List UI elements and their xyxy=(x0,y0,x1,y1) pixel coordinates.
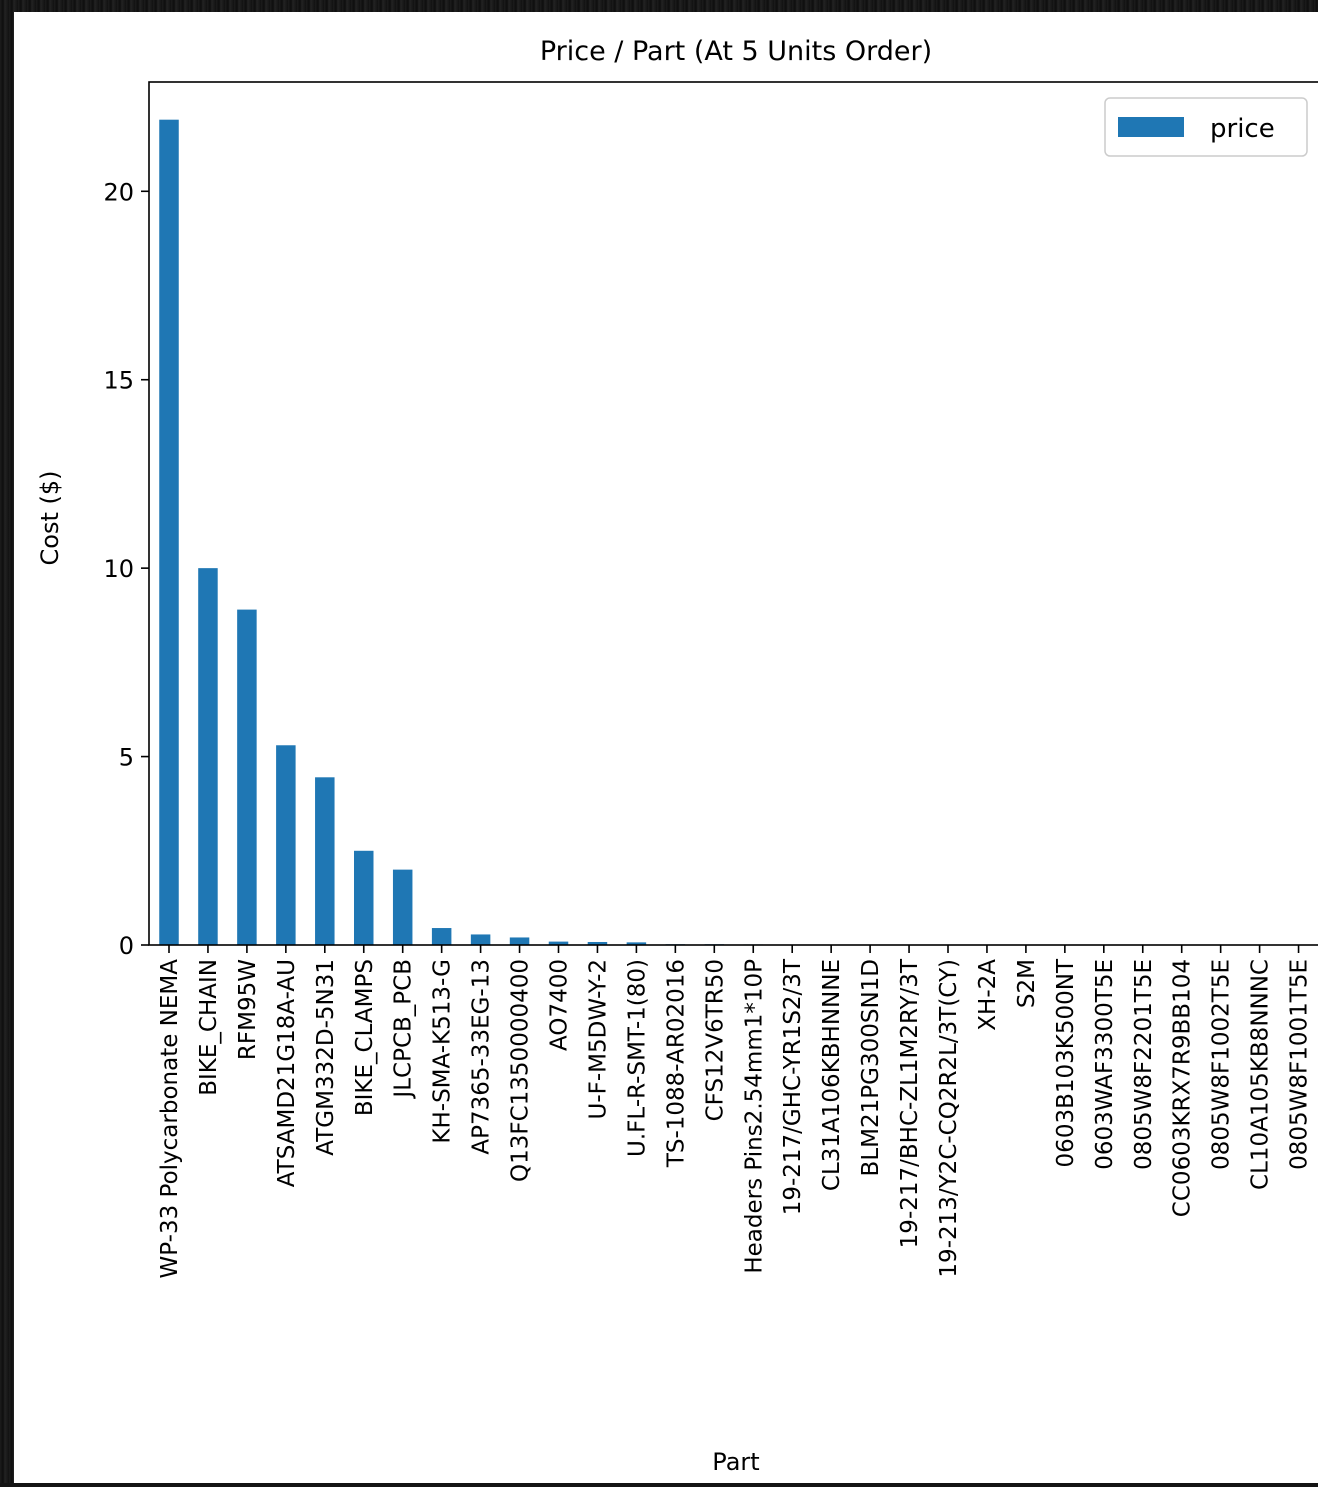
x-tick-label: 0603WAF3300T5E xyxy=(1092,959,1118,1170)
legend-swatch xyxy=(1118,117,1184,137)
bars-layer xyxy=(159,120,1308,945)
x-tick-label: JLCPCB_PCB xyxy=(391,959,417,1100)
x-tick-label: ATSAMD21G18A-AU xyxy=(274,959,300,1187)
bar-9 xyxy=(510,937,530,945)
chart-title: Price / Part (At 5 Units Order) xyxy=(540,36,932,67)
x-tick-label: BIKE_CHAIN xyxy=(196,959,222,1096)
y-tick-label: 15 xyxy=(103,367,134,395)
x-tick-label: 19-217/GHC-YR1S2/3T xyxy=(780,958,806,1215)
y-tick-label: 5 xyxy=(119,744,134,772)
x-tick-label: XH-2A xyxy=(975,959,1001,1031)
x-tick-label: Headers Pins2.54mm1*10P xyxy=(741,959,767,1274)
y-tick-label: 20 xyxy=(103,178,134,206)
bar-7 xyxy=(432,928,452,945)
legend: price xyxy=(1105,98,1307,156)
x-tick-label: BLM21PG300SN1D xyxy=(858,959,884,1176)
chart-figure: Price / Part (At 5 Units Order) Cost ($)… xyxy=(14,12,1318,1483)
y-tick-label: 0 xyxy=(119,932,134,960)
bar-chart: Price / Part (At 5 Units Order) Cost ($)… xyxy=(14,12,1318,1483)
x-tick-label: 0805W8F1001T5E xyxy=(1287,959,1313,1170)
x-tick-label: CL31A106KBHNNNE xyxy=(819,959,845,1191)
x-tick-label: S2M xyxy=(1014,959,1040,1008)
bar-5 xyxy=(354,851,374,945)
x-tick-label: 0805W8F2201T5E xyxy=(1131,959,1157,1170)
x-ticks-layer: WP-33 Polycarbonate NEMA BIKE_CHAIN RFM95W… xyxy=(157,945,1313,1278)
bar-0 xyxy=(159,120,179,945)
x-tick-label: CFS12V6TR50 xyxy=(702,959,728,1121)
x-tick-label: TS-1088-AR02016 xyxy=(663,959,689,1168)
bar-3 xyxy=(276,745,296,945)
x-tick-label: CL10A105KB8NNNC xyxy=(1248,959,1274,1190)
x-tick-label: Q13FC1350000400 xyxy=(508,959,534,1182)
x-tick-label: ATGM332D-5N31 xyxy=(313,959,339,1156)
x-tick-label: 19-217/BHC-ZL1M2RY/3T xyxy=(897,958,923,1248)
bar-2 xyxy=(237,610,257,945)
bar-1 xyxy=(198,568,218,945)
x-tick-label: AO7400 xyxy=(547,959,573,1051)
y-tick-label: 10 xyxy=(103,555,134,583)
x-tick-label: CC0603KRX7R9BB104 xyxy=(1170,959,1196,1217)
bar-8 xyxy=(471,934,491,945)
y-ticks-layer: 0 5 10 15 20 xyxy=(103,178,149,960)
x-tick-label: U.FL-R-SMT-1(80) xyxy=(624,959,650,1157)
x-tick-label: BIKE_CLAMPS xyxy=(352,959,378,1116)
x-tick-label: KH-SMA-K513-G xyxy=(430,959,456,1144)
bar-4 xyxy=(315,777,335,945)
x-tick-label: WP-33 Polycarbonate NEMA xyxy=(157,959,183,1279)
y-axis-label: Cost ($) xyxy=(36,471,64,566)
x-tick-label: 0603B103K500NT xyxy=(1053,958,1079,1167)
x-axis-label: Part xyxy=(712,1448,759,1476)
x-tick-label: 19-213/Y2C-CQ2R2L/3T(CY) xyxy=(936,959,962,1278)
x-tick-label: 0805W8F1002T5E xyxy=(1209,959,1235,1170)
x-tick-label: U-F-M5DW-Y-2 xyxy=(585,959,611,1119)
bar-6 xyxy=(393,870,413,945)
x-tick-label: RFM95W xyxy=(235,959,261,1060)
legend-label: price xyxy=(1210,114,1275,144)
x-tick-label: AP7365-33EG-13 xyxy=(469,959,495,1155)
